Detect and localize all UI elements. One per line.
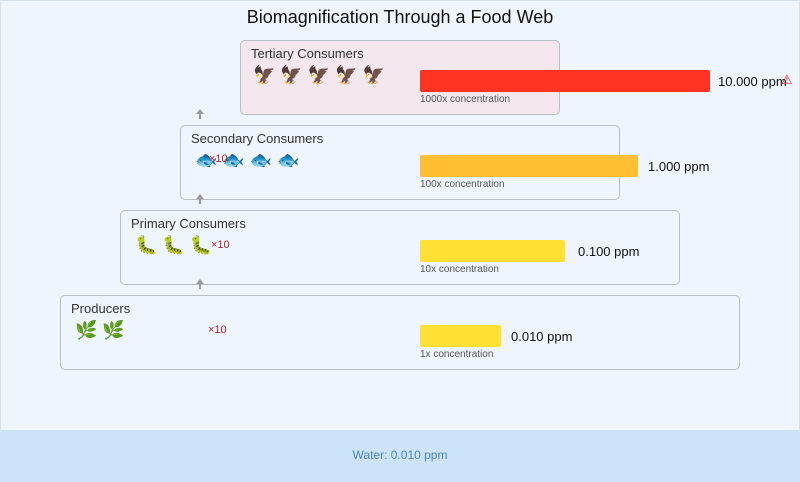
arrow-up-icon bbox=[196, 109, 204, 119]
diagram-title: Biomagnification Through a Food Web bbox=[246, 7, 554, 27]
level-primary: Primary Consumers 🐛🐛🐛 ×10 bbox=[120, 210, 680, 285]
level-label: Primary Consumers bbox=[131, 216, 246, 231]
concentration-bar bbox=[420, 240, 565, 262]
multiplier-label: ×10 bbox=[209, 153, 228, 165]
concentration-value: 0.010 ppm bbox=[511, 329, 573, 344]
fish-icon: 🐟🐟🐟🐟 bbox=[195, 150, 305, 170]
warning-icon: ⚠ bbox=[781, 72, 793, 87]
concentration-bar bbox=[420, 155, 638, 177]
level-label: Tertiary Consumers bbox=[251, 46, 364, 61]
concentration-caption: 1x concentration bbox=[420, 349, 494, 360]
concentration-value: 0.100 ppm bbox=[578, 244, 640, 259]
multiplier-label: ×10 bbox=[208, 324, 227, 336]
concentration-bar bbox=[420, 325, 501, 347]
level-producers: Producers 🌿🌿 ×10 bbox=[60, 295, 740, 370]
level-label: Secondary Consumers bbox=[191, 131, 324, 146]
concentration-value: 10.000 ppm bbox=[718, 74, 787, 89]
water-concentration: Water: 0.010 ppm bbox=[0, 430, 800, 482]
concentration-value: 1.000 ppm bbox=[648, 159, 710, 174]
concentration-caption: 1000x concentration bbox=[420, 94, 511, 105]
multiplier-label: ×10 bbox=[211, 239, 230, 251]
concentration-bar bbox=[420, 70, 710, 92]
arrow-up-icon bbox=[196, 279, 204, 289]
level-secondary: Secondary Consumers 🐟🐟🐟🐟 ×10 bbox=[180, 125, 620, 200]
caterpillar-icon: 🐛🐛🐛 bbox=[135, 235, 218, 255]
concentration-caption: 10x concentration bbox=[420, 264, 499, 275]
concentration-caption: 100x concentration bbox=[420, 179, 505, 190]
eagle-icon: 🦅🦅🦅🦅🦅 bbox=[253, 65, 391, 85]
level-label: Producers bbox=[71, 301, 131, 316]
arrow-up-icon bbox=[196, 194, 204, 204]
plant-icon: 🌿🌿 bbox=[75, 320, 130, 340]
